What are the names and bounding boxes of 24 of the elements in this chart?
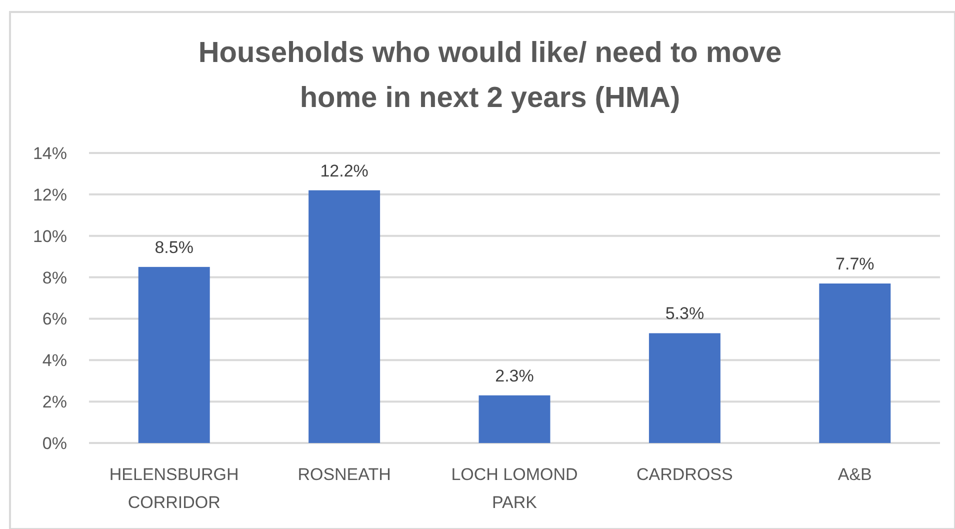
y-tick-label: 0% — [42, 434, 67, 453]
y-tick-label: 12% — [32, 185, 67, 204]
bar — [819, 284, 891, 443]
x-tick-label: CARDROSS — [636, 465, 733, 484]
bar — [308, 190, 380, 443]
data-label: 2.3% — [495, 366, 534, 386]
y-tick-label: 14% — [32, 144, 67, 163]
x-tick-label: LOCH LOMOND PARK — [451, 465, 578, 512]
data-label: 8.5% — [154, 238, 194, 257]
y-tick-label: 6% — [42, 310, 67, 329]
data-label: 7.7% — [836, 254, 874, 274]
y-tick-label: 10% — [32, 226, 67, 246]
y-tick-label: 8% — [42, 268, 67, 288]
y-tick-label: 4% — [42, 351, 67, 370]
chart-title: Households who would like/ need to move home in next 2 years (HMA) — [198, 37, 782, 114]
data-label: 5.3% — [665, 304, 704, 324]
x-tick-label: A&B — [838, 465, 872, 484]
bar — [648, 333, 720, 443]
bar — [138, 266, 210, 443]
data-label: 12.2% — [320, 161, 368, 180]
bar — [478, 395, 550, 443]
y-tick-label: 2% — [42, 392, 67, 412]
x-tick-label: HELENSBURGH CORRIDOR — [109, 465, 239, 512]
x-tick-label: ROSNEATH — [298, 465, 391, 484]
